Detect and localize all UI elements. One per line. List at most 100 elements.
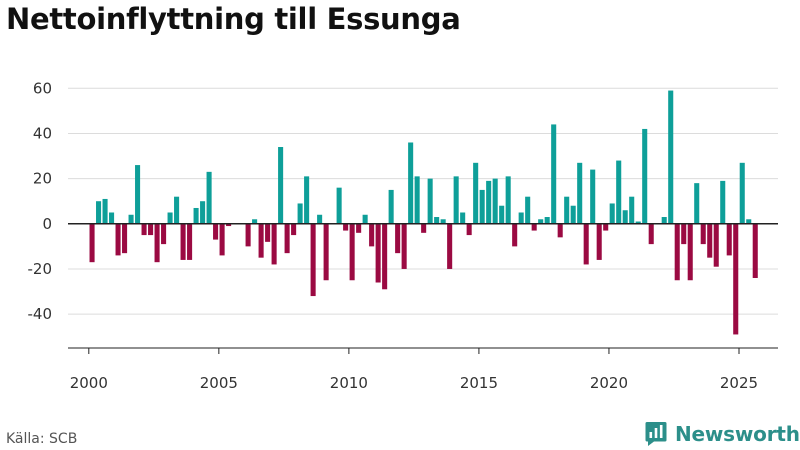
bar: [343, 223, 349, 231]
bar: [297, 203, 303, 224]
x-tick-label: 2025: [720, 374, 758, 392]
bar: [583, 223, 589, 265]
bar: [401, 223, 407, 269]
bar: [109, 212, 115, 224]
bar: [206, 171, 212, 224]
bar: [115, 223, 121, 256]
bar: [440, 219, 446, 224]
bar: [362, 214, 368, 224]
chart-title: Nettoinflyttning till Essunga: [6, 2, 461, 36]
bar: [167, 212, 173, 224]
bar: [590, 169, 596, 224]
bar: [408, 142, 414, 224]
bar: [154, 223, 160, 263]
bar: [629, 196, 635, 224]
bar: [161, 223, 167, 245]
y-tick-label: -40: [28, 305, 53, 323]
bar: [746, 219, 752, 224]
bar: [577, 162, 583, 224]
bar: [512, 223, 518, 247]
bar: [642, 128, 648, 224]
bar: [174, 196, 180, 224]
bar: [752, 223, 758, 278]
x-axis-tick-labels: 2000 2005 2010 2015 2020 2025: [70, 374, 758, 392]
bar: [219, 223, 225, 256]
bar: [89, 223, 95, 263]
bar: [609, 203, 615, 224]
bar: [713, 223, 719, 267]
y-tick-label: 40: [33, 124, 52, 142]
bar: [245, 223, 251, 247]
bar: [421, 223, 427, 233]
bar: [668, 90, 674, 224]
brand-logo[interactable]: Newsworthy: [645, 419, 800, 449]
bar: [525, 196, 531, 224]
gridlines: [68, 87, 778, 315]
bar: [622, 210, 628, 224]
bar: [356, 223, 362, 233]
bar: [694, 183, 700, 224]
bar: [603, 223, 609, 231]
bar: [141, 223, 147, 236]
bar: [466, 223, 472, 236]
bar: [349, 223, 355, 281]
bar: [479, 189, 485, 224]
bar: [531, 223, 537, 231]
bar: [96, 201, 102, 224]
bar: [557, 223, 563, 238]
bar: [193, 207, 199, 224]
x-tick-label: 2015: [460, 374, 498, 392]
bar: [187, 223, 193, 260]
y-tick-label: 20: [33, 170, 52, 188]
y-tick-label: 60: [33, 79, 52, 97]
bar: [538, 219, 544, 224]
bar: [395, 223, 401, 254]
bar: [486, 180, 492, 224]
bar: [596, 223, 602, 260]
bar: [200, 201, 206, 224]
bar: [135, 165, 141, 224]
bar: [388, 189, 394, 224]
y-axis-tick-labels: -40 -20 0 20 40 60: [28, 79, 53, 323]
bar: [310, 223, 316, 297]
bar: [700, 223, 706, 245]
bar: [733, 223, 739, 335]
bar: [564, 196, 570, 224]
bar: [460, 212, 466, 224]
bar: [375, 223, 381, 283]
bar: [317, 214, 323, 224]
bar: [648, 223, 654, 245]
bar: [447, 223, 453, 269]
bar: [128, 214, 134, 224]
bar: [252, 219, 258, 224]
bar: [674, 223, 680, 281]
bar: [570, 205, 576, 224]
bar: [635, 221, 641, 224]
bar: [707, 223, 713, 258]
newsworthy-logo-icon: [645, 422, 667, 446]
bar: [180, 223, 186, 260]
bar: [102, 198, 108, 224]
bar: [265, 223, 271, 242]
bar: [336, 187, 342, 224]
source-note: Källa: SCB: [6, 431, 78, 447]
bar: [505, 176, 511, 224]
bar: [434, 217, 440, 224]
x-tick-label: 2005: [200, 374, 238, 392]
bar: [473, 162, 479, 224]
bar: [226, 223, 232, 227]
bar: [258, 223, 264, 258]
bar: [304, 176, 310, 224]
x-tick-label: 2010: [330, 374, 368, 392]
bar: [616, 160, 622, 224]
bar: [661, 217, 667, 224]
y-tick-label: 0: [42, 215, 52, 233]
bar: [726, 223, 732, 256]
bar: [271, 223, 277, 265]
bar: [291, 223, 297, 236]
bar: [720, 180, 726, 224]
bar: [213, 223, 219, 240]
bar: [687, 223, 693, 281]
bar: [492, 178, 498, 224]
